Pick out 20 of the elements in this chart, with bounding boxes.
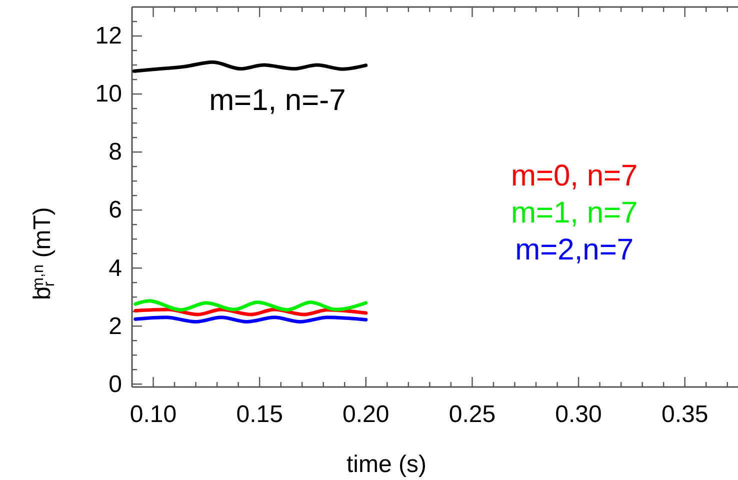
y-tick-label: 12 xyxy=(95,22,122,50)
x-tick-label: 0.20 xyxy=(342,401,390,428)
y-tick-label: 6 xyxy=(108,196,122,224)
text: m=0, n=7 xyxy=(510,160,638,193)
y-tick-label: 10 xyxy=(95,80,122,108)
text: m=2,n=7 xyxy=(515,234,634,267)
y-tick-label: 2 xyxy=(108,312,122,340)
line-series xyxy=(132,60,368,73)
y-tick-label: 0 xyxy=(108,370,122,398)
x-tick-label: 0.30 xyxy=(555,401,602,428)
x-tick-label: 0.25 xyxy=(448,401,496,428)
x-tick-label: 0.10 xyxy=(130,401,177,428)
line-series xyxy=(134,299,368,312)
x-tick-label: 0.35 xyxy=(661,401,708,428)
y-tick-label: 8 xyxy=(108,138,122,166)
x-axis-title: time (s) xyxy=(346,451,427,478)
y-tick-label: 4 xyxy=(108,254,122,282)
text: m=1, n=7 xyxy=(510,196,638,230)
annotation: m=1, n=-7 xyxy=(209,84,346,117)
x-tick-label: 0.15 xyxy=(236,401,283,428)
